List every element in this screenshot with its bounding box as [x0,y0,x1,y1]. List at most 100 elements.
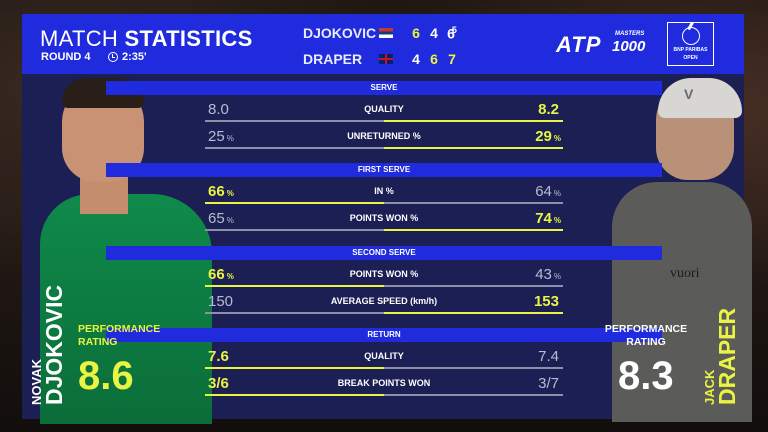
comparison-bar-left [205,312,384,314]
comparison-bar-right [384,147,563,149]
match-duration: 2:35' [108,51,147,63]
score-row-player2: DRAPER 4 6 7 [303,50,461,68]
player2-set2: 6 [430,51,438,67]
stat-value-right: 29% [535,128,561,145]
stat-label: POINTS WON % [349,269,419,279]
player2-set1: 4 [412,51,420,67]
comparison-bar [205,229,563,231]
comparison-bar [205,285,563,287]
comparison-bar-right [384,394,563,396]
round-label: ROUND 4 [41,51,91,63]
perf-label-line1: PERFORMANCE [604,323,688,335]
comparison-bar [205,394,563,396]
tennis-ball-icon [681,27,700,45]
uk-flag-icon [379,54,393,64]
comparison-bar-left [205,394,384,396]
perf-label-line2: RATING [78,336,118,348]
last-name: DRAPER [714,307,740,405]
stat-label: BREAK POINTS WON [337,378,431,388]
comparison-bar-right [384,202,563,204]
comparison-bar-right [384,312,563,314]
cap-logo: V [684,86,694,102]
player1-set1: 6 [412,25,420,41]
stat-value-right: 8.2 [538,101,559,118]
player2-name: DRAPER [303,51,363,67]
comparison-bar [205,147,563,149]
comparison-bar-left [205,147,384,149]
player2-set3: 7 [448,51,456,67]
player1-name: DJOKOVIC [303,25,377,41]
stat-value-right: 74% [535,210,561,227]
stat-label: AVERAGE SPEED (km/h) [330,296,438,306]
stat-value-right: 3/7 [538,375,559,392]
stat-value-right: 43% [535,266,561,283]
page-title: MATCH STATISTICS [40,26,253,51]
section-header: SERVE [106,81,662,95]
header-bar [22,14,744,74]
comparison-bar-left [205,229,384,231]
stat-value-left: 66% [208,183,234,200]
masters-1000-logo: 1000 [612,38,646,55]
clock-icon [108,52,118,62]
stat-row: 150 AVERAGE SPEED (km/h) 153 [205,291,563,317]
comparison-bar [205,120,563,122]
stat-label: UNRETURNED % [347,131,421,141]
stat-row: 7.6 QUALITY 7.4 [205,346,563,372]
stat-row: 25% UNRETURNED % 29% [205,126,563,152]
player-photo-draper: V vuori [600,74,752,422]
comparison-bar [205,202,563,204]
comparison-bar-left [205,202,384,204]
stat-row: 65% POINTS WON % 74% [205,208,563,234]
comparison-bar-left [205,367,384,369]
comparison-bar-right [384,285,563,287]
tournament-name-line2: OPEN [683,55,698,61]
perf-label-line1: PERFORMANCE [78,323,161,335]
performance-rating-label-left: PERFORMANCE RATING [78,323,160,349]
player-photo-djokovic [22,74,212,424]
stat-row: 66% IN % 64% [205,181,563,207]
section-header: FIRST SERVE [106,163,662,177]
stat-row: 66% POINTS WON % 43% [205,264,563,290]
comparison-bar-left [205,120,384,122]
stat-label: POINTS WON % [349,213,419,223]
shirt-brand: vuori [670,266,700,281]
player-shirt [612,182,752,422]
player-cap [658,78,742,118]
serbia-flag-icon [379,28,393,38]
stat-value-left: 25% [208,128,234,145]
stat-value-right: 7.4 [538,348,559,365]
masters-label: MASTERS [615,31,645,37]
duration-text: 2:35' [122,51,147,63]
last-name: DJOKOVIC [41,284,67,405]
stat-row: 8.0 QUALITY 8.2 [205,99,563,125]
stat-value-right: 153 [533,293,559,310]
performance-rating-label-right: PERFORMANCE RATING [604,323,688,349]
player-name-right: JACK DRAPER [702,307,740,405]
stat-label: IN % [374,186,394,196]
tournament-name-line1: BNP PARIBAS [673,47,708,53]
stat-value-left: 7.6 [208,348,229,365]
stat-value-left: 65% [208,210,234,227]
player-name-left: NOVAK DJOKOVIC [29,284,67,405]
perf-label-line2: RATING [626,336,666,348]
stat-value-left: 66% [208,266,234,283]
comparison-bar-right [384,229,563,231]
player-shirt [40,194,212,424]
atp-logo: ATP [556,32,602,57]
comparison-bar-right [384,120,563,122]
stat-label: QUALITY [364,104,404,114]
stat-value-right: 64% [535,183,561,200]
comparison-bar [205,367,563,369]
stat-row: 3/6 BREAK POINTS WON 3/7 [205,373,563,399]
player1-set3: 65 [447,24,457,42]
section-header: SECOND SERVE [106,246,662,260]
stat-value-left: 8.0 [208,101,229,118]
stat-value-left: 150 [208,293,234,310]
stat-value-left: 3/6 [208,375,229,392]
comparison-bar [205,312,563,314]
performance-rating-right: 8.3 [618,354,674,398]
bnp-paribas-open-logo: BNP PARIBAS OPEN [667,22,714,66]
comparison-bar-right [384,367,563,369]
stat-label: QUALITY [364,351,404,361]
section-header: RETURN [106,328,662,342]
